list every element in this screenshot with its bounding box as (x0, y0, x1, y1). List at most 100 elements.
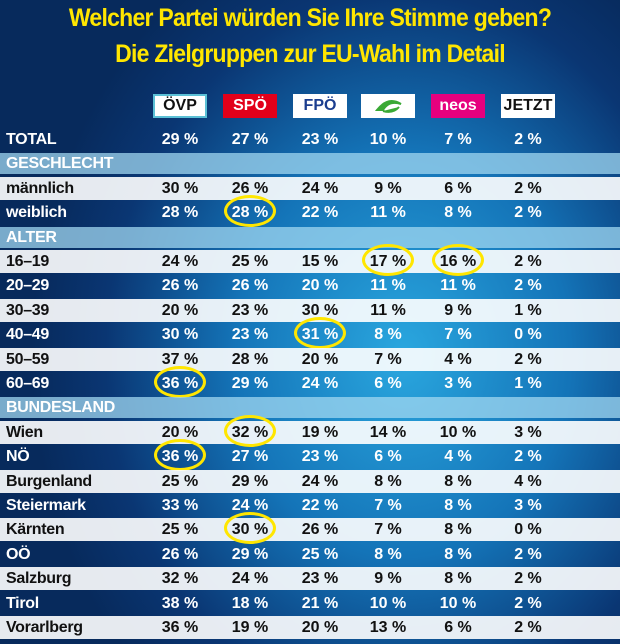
cell-value: 4 % (444, 350, 472, 368)
cell-value: 3 % (514, 423, 542, 441)
cell-value: 11 % (440, 277, 476, 295)
cell-value: 3 % (514, 497, 542, 514)
row-label: 30–39 (6, 301, 49, 319)
cell-value: 26 % (161, 277, 199, 295)
cell-value: 7 % (444, 326, 472, 344)
cell-value: 9 % (444, 301, 472, 319)
cell-value: 30 % (161, 179, 199, 197)
cell-value: 29 % (231, 545, 269, 563)
cell-value: 25 % (231, 253, 269, 270)
cell-value: 2 % (514, 570, 542, 588)
party-logo: JETZT (501, 94, 555, 118)
row-label: Salzburg (6, 570, 72, 588)
section-title: ALTER (6, 228, 57, 246)
table-row: Tirol 38 % 18 % 21 % 10 % 10 % 2 % (0, 592, 620, 615)
cell-value: 8 % (374, 326, 402, 344)
table-row: OÖ 26 % 29 % 25 % 8 % 8 % 2 % (0, 543, 620, 566)
cell-value: 2 % (514, 448, 542, 466)
table-row: 50–59 37 % 28 % 20 % 7 % 4 % 2 % (0, 347, 620, 371)
highlight-circle (154, 439, 206, 472)
party-logo (361, 94, 415, 118)
cell-value: 20 % (301, 277, 339, 295)
party-logo: ÖVP (153, 94, 207, 118)
section-title: BUNDESLAND (6, 399, 116, 417)
section-header: BUNDESLAND (0, 397, 620, 419)
cell-value: 25 % (161, 472, 199, 490)
table-row: Steiermark 33 % 24 % 22 % 7 % 8 % 3 % (0, 494, 620, 517)
cell-value: 6 % (374, 448, 402, 466)
cell-value: 15 % (301, 253, 339, 270)
cell-value: 9 % (374, 570, 402, 588)
row-label: Kärnten (6, 521, 65, 539)
cell-value: 9 % (374, 179, 402, 197)
table-row: 16–19 24 % 25 % 15 % 17 % 16 % 2 % (0, 244, 620, 276)
cell-value: 2 % (514, 253, 542, 270)
party-logo: neos (431, 94, 485, 118)
cell-value: 0 % (514, 326, 542, 344)
cell-value: 26 % (161, 545, 199, 563)
cell-value: 27 % (231, 131, 269, 148)
cell-value: 30 % (161, 326, 199, 344)
row-label: 20–29 (6, 277, 49, 295)
table-row: weiblich 28 % 28 % 22 % 11 % 8 % 2 % (0, 195, 620, 228)
cell-value: 8 % (444, 521, 472, 539)
cell-value: 1 % (514, 375, 542, 392)
cell-value: 24 % (231, 497, 269, 514)
cell-value: 7 % (444, 131, 472, 148)
table-row: Salzburg 32 % 24 % 23 % 9 % 8 % 2 % (0, 567, 620, 591)
cell-value: 2 % (514, 179, 542, 197)
section-header: ALTER (0, 226, 620, 248)
cell-value: 24 % (161, 253, 199, 270)
cell-value: 37 % (161, 350, 199, 368)
cell-value: 8 % (444, 570, 472, 588)
cell-value: 22 % (301, 204, 339, 222)
cell-value: 10 % (369, 594, 407, 612)
cell-value: 29 % (231, 472, 269, 490)
cell-value: 20 % (161, 423, 199, 441)
cell-value: 10 % (439, 594, 477, 612)
cell-value: 2 % (514, 619, 542, 636)
green-icon (374, 100, 402, 113)
cell-value: 21 % (301, 594, 339, 612)
cell-value: 24 % (301, 179, 339, 197)
cell-value: 20 % (161, 301, 199, 319)
cell-value: 29 % (231, 375, 269, 392)
row-label: 16–19 (6, 253, 49, 270)
cell-value: 1 % (514, 301, 542, 319)
cell-value: 23 % (231, 326, 269, 344)
row-label: Vorarlberg (6, 619, 83, 636)
table-row: 40–49 30 % 23 % 31 % 8 % 7 % 0 % (0, 317, 620, 350)
cell-value: 13 % (369, 619, 407, 636)
cell-value: 36 % (161, 619, 199, 636)
cell-value: 10 % (369, 131, 407, 148)
cell-value: 29 % (161, 131, 199, 148)
party-logo: SPÖ (223, 94, 277, 118)
cell-value: 19 % (301, 423, 339, 441)
row-label: 40–49 (6, 326, 49, 344)
cell-value: 3 % (444, 375, 472, 392)
row-label: Steiermark (6, 497, 86, 514)
highlight-circle (294, 317, 346, 350)
cell-value: 25 % (301, 545, 339, 563)
cell-value: 6 % (444, 179, 472, 197)
table-row: Vorarlberg 36 % 19 % 20 % 13 % 6 % 2 % (0, 616, 620, 639)
cell-value: 24 % (301, 375, 339, 392)
table-row: TOTAL 29 % 27 % 23 % 10 % 7 % 2 % (0, 128, 620, 151)
cell-value: 20 % (301, 350, 339, 368)
highlight-circle (432, 244, 484, 276)
cell-value: 38 % (161, 594, 199, 612)
cell-value: 28 % (161, 204, 199, 222)
cell-value: 23 % (301, 131, 339, 148)
cell-value: 27 % (231, 448, 269, 466)
cell-value: 20 % (301, 619, 339, 636)
cell-value: 2 % (514, 131, 542, 148)
highlight-circle (362, 244, 414, 276)
cell-value: 11 % (370, 204, 406, 222)
cell-value: 8 % (444, 545, 472, 563)
cell-value: 4 % (444, 448, 472, 466)
cell-value: 4 % (514, 472, 542, 490)
cell-value: 2 % (514, 594, 542, 612)
cell-value: 26 % (301, 521, 339, 539)
cell-value: 2 % (514, 350, 542, 368)
